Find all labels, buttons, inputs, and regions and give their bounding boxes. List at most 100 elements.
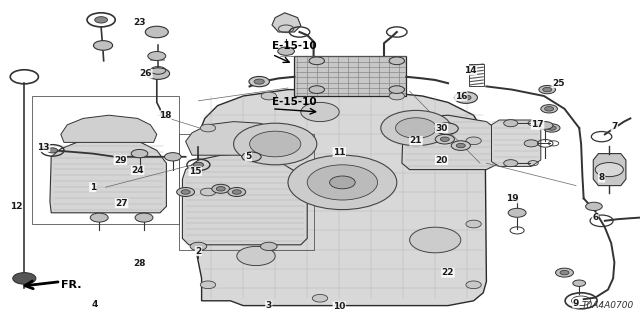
Text: 17: 17 [531, 120, 544, 129]
Circle shape [435, 134, 454, 144]
Circle shape [396, 118, 436, 138]
Polygon shape [492, 120, 541, 166]
Bar [179, 134, 314, 250]
Circle shape [200, 124, 216, 132]
Circle shape [232, 190, 241, 194]
Circle shape [250, 131, 301, 157]
Text: 20: 20 [435, 156, 448, 164]
Polygon shape [593, 154, 626, 186]
Text: 1: 1 [90, 183, 96, 192]
Circle shape [190, 242, 207, 251]
Circle shape [586, 202, 602, 211]
Circle shape [260, 242, 277, 251]
Circle shape [389, 57, 404, 65]
Circle shape [541, 105, 557, 113]
Circle shape [147, 68, 170, 79]
Text: 13: 13 [37, 143, 50, 152]
Circle shape [93, 41, 113, 50]
Circle shape [435, 123, 458, 134]
Text: 24: 24 [131, 166, 144, 175]
Text: T0A4A0700: T0A4A0700 [581, 301, 634, 310]
Circle shape [164, 153, 181, 161]
Text: 8: 8 [598, 173, 605, 182]
Text: 14: 14 [464, 66, 477, 75]
Text: 19: 19 [506, 194, 518, 203]
Circle shape [543, 87, 552, 92]
Circle shape [545, 107, 554, 111]
Text: 23: 23 [133, 18, 146, 27]
Circle shape [13, 273, 36, 284]
Circle shape [131, 149, 148, 158]
Text: E-15-10: E-15-10 [272, 41, 317, 51]
Text: 3: 3 [266, 301, 272, 310]
Text: 10: 10 [333, 302, 346, 311]
Circle shape [216, 187, 225, 191]
Circle shape [95, 17, 108, 23]
Bar [32, 96, 179, 224]
Circle shape [504, 120, 518, 127]
Text: E-15-10: E-15-10 [272, 97, 317, 107]
Polygon shape [186, 122, 300, 155]
Circle shape [389, 86, 404, 93]
Text: 28: 28 [133, 259, 146, 268]
Circle shape [177, 188, 195, 196]
Text: 6: 6 [592, 213, 598, 222]
Circle shape [200, 188, 216, 196]
Circle shape [454, 92, 477, 103]
Circle shape [547, 126, 556, 130]
Polygon shape [182, 154, 307, 245]
Circle shape [538, 122, 553, 129]
Text: 5: 5 [245, 152, 252, 161]
Circle shape [254, 79, 264, 84]
Circle shape [228, 188, 246, 196]
Circle shape [193, 162, 204, 167]
Circle shape [524, 140, 538, 147]
Text: 9: 9 [573, 299, 579, 308]
Circle shape [451, 141, 470, 150]
Circle shape [148, 52, 166, 60]
Polygon shape [197, 90, 486, 306]
Circle shape [309, 86, 324, 93]
Text: 15: 15 [189, 167, 202, 176]
Polygon shape [61, 115, 157, 142]
Circle shape [466, 281, 481, 289]
Circle shape [278, 47, 294, 55]
Circle shape [556, 268, 573, 277]
Circle shape [234, 123, 317, 165]
Circle shape [237, 246, 275, 266]
Circle shape [389, 92, 404, 100]
Circle shape [90, 213, 108, 222]
Polygon shape [402, 115, 499, 170]
Circle shape [539, 85, 556, 94]
Polygon shape [50, 139, 166, 213]
Circle shape [461, 95, 471, 100]
Text: 26: 26 [140, 69, 152, 78]
Circle shape [440, 137, 449, 141]
Circle shape [200, 281, 216, 289]
Circle shape [595, 163, 623, 177]
Circle shape [466, 220, 481, 228]
Circle shape [212, 184, 230, 193]
Circle shape [330, 176, 355, 189]
Circle shape [504, 160, 518, 167]
Circle shape [381, 110, 451, 146]
Text: 30: 30 [435, 124, 448, 132]
Circle shape [181, 190, 190, 194]
Text: 11: 11 [333, 148, 346, 156]
Circle shape [543, 124, 560, 132]
Circle shape [242, 152, 261, 162]
Circle shape [312, 294, 328, 302]
Circle shape [135, 213, 153, 222]
Circle shape [309, 57, 324, 65]
Text: FR.: FR. [61, 280, 81, 291]
Bar [294, 56, 406, 96]
Text: 16: 16 [454, 92, 467, 100]
Circle shape [410, 227, 461, 253]
Circle shape [466, 137, 481, 145]
Circle shape [456, 143, 465, 148]
Circle shape [573, 280, 586, 286]
Bar [469, 64, 484, 86]
Text: 22: 22 [442, 268, 454, 277]
Circle shape [560, 270, 569, 275]
Circle shape [249, 76, 269, 87]
